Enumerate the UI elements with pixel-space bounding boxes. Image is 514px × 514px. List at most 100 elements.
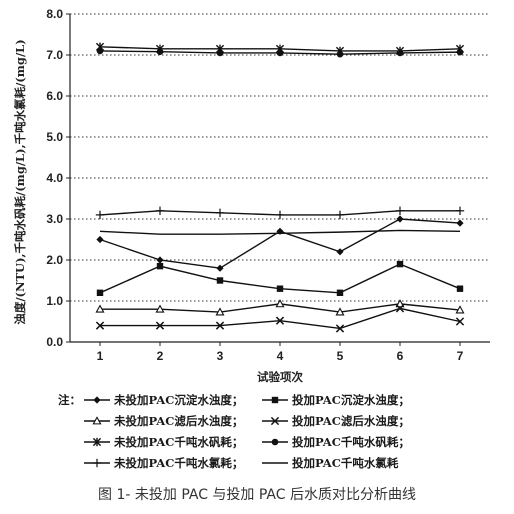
legend-label: 投加PAC滤后水浊度； [292, 414, 410, 428]
y-tick-label: 1.0 [46, 294, 63, 308]
data-point [396, 260, 404, 268]
data-point [335, 324, 345, 333]
data-point [335, 210, 345, 220]
x-tick-label: 5 [337, 349, 344, 363]
data-point [156, 256, 164, 264]
data-point [216, 264, 224, 272]
data-point [96, 235, 104, 244]
series-group [95, 299, 465, 316]
data-point [95, 321, 105, 330]
data-point [216, 49, 224, 57]
data-point [276, 285, 284, 292]
data-point [271, 438, 279, 446]
data-point [155, 304, 165, 313]
legend-label: 投加PAC千吨水矾耗； [292, 435, 410, 449]
x-tick-label: 6 [397, 349, 404, 363]
x-tick-label: 4 [277, 349, 284, 363]
x-tick-label: 7 [457, 349, 464, 363]
data-point [216, 277, 224, 284]
data-point [275, 210, 285, 220]
x-tick-label: 2 [157, 349, 164, 363]
series-group [99, 229, 461, 235]
data-point [336, 50, 344, 58]
data-point [455, 206, 465, 215]
y-tick-label: 0.0 [46, 335, 63, 349]
series-group [95, 304, 465, 333]
series-line [99, 229, 461, 235]
data-point [96, 289, 104, 296]
x-axis-label: 试验项次 [257, 370, 303, 384]
data-point [395, 304, 405, 313]
legend-item: 投加PAC千吨水矾耗； [262, 435, 410, 449]
y-tick-label: 7.0 [46, 48, 63, 62]
data-point [271, 396, 279, 404]
figure-caption: 图 1- 未投加 PAC 与投加 PAC 后水质对比分析曲线 [98, 487, 416, 503]
legend-item: 未投加PAC滤后水浊度； [84, 414, 243, 428]
legend: 注： 未投加PAC沉淀水浊度； 投加PAC沉淀水浊度； 未投加PAC滤后水浊度； 投加… [58, 393, 410, 470]
data-point [336, 289, 344, 296]
data-point [275, 316, 285, 325]
y-tick-labels: 0.0 1.0 2.0 3.0 4.0 5.0 6.0 7.0 8.0 [46, 7, 70, 349]
y-tick-label: 5.0 [46, 130, 63, 144]
series-line [99, 218, 461, 269]
legend-label: 未投加PAC千吨水矾耗； [113, 435, 243, 449]
y-axis-label: 浊度/(NTU),千吨水矾耗/(mg/L),千吨水氯耗/(mg/L) [13, 39, 27, 324]
y-tick-label: 4.0 [46, 171, 63, 185]
y-tick-label: 3.0 [46, 212, 63, 226]
data-point [92, 458, 102, 468]
data-point [156, 48, 164, 56]
legend-item: 未投加PAC千吨水矾耗； [84, 435, 243, 449]
legend-item: 投加PAC沉淀水浊度； [262, 393, 410, 407]
series-line [100, 307, 461, 330]
data-point [155, 206, 165, 215]
data-point [335, 307, 345, 316]
y-tick-label: 8.0 [46, 7, 63, 21]
data-point [456, 285, 464, 292]
data-point [95, 304, 105, 313]
legend-item: 投加PAC滤后水浊度； [262, 414, 410, 428]
legend-item: 未投加PAC沉淀水浊度； [84, 393, 243, 407]
data-point [92, 416, 102, 425]
data-point [395, 299, 405, 308]
data-point [95, 210, 105, 220]
data-point [336, 248, 344, 256]
y-tick-label: 2.0 [46, 253, 63, 267]
series-group [95, 206, 465, 220]
data-point [93, 396, 101, 404]
x-tick-label: 3 [217, 349, 224, 363]
legend-item: 未投加PAC千吨水氯耗； [84, 456, 243, 470]
data-point [270, 416, 280, 426]
data-point [455, 317, 465, 326]
legend-label: 未投加PAC千吨水氯耗； [113, 456, 243, 470]
legend-label: 投加PAC千吨水氯耗 [292, 456, 399, 470]
x-tick-labels: 1 2 3 4 5 6 7 [97, 342, 464, 363]
x-tick-label: 1 [97, 349, 104, 363]
data-point [275, 299, 285, 308]
data-point [92, 437, 102, 447]
series-group [96, 47, 464, 58]
series-group [96, 260, 464, 296]
data-point [215, 208, 225, 218]
data-point [456, 48, 464, 56]
data-point [396, 49, 404, 57]
legend-label: 未投加PAC滤后水浊度； [113, 414, 243, 428]
series-lines [95, 42, 465, 333]
data-point [395, 206, 405, 215]
legend-label: 未投加PAC沉淀水浊度； [113, 393, 243, 407]
data-point [455, 305, 465, 314]
data-point [276, 49, 284, 57]
data-point [396, 215, 404, 223]
series-group [96, 215, 464, 272]
data-point [156, 262, 164, 270]
data-point [456, 219, 464, 227]
legend-prefix: 注： [58, 393, 81, 407]
data-point [96, 47, 104, 55]
legend-item: 投加PAC千吨水氯耗 [262, 456, 399, 470]
data-point [215, 307, 225, 316]
legend-label: 投加PAC沉淀水浊度； [292, 393, 410, 407]
data-point [155, 321, 165, 330]
data-point [215, 321, 225, 330]
grid-lines [70, 13, 490, 302]
y-tick-label: 6.0 [46, 89, 63, 103]
